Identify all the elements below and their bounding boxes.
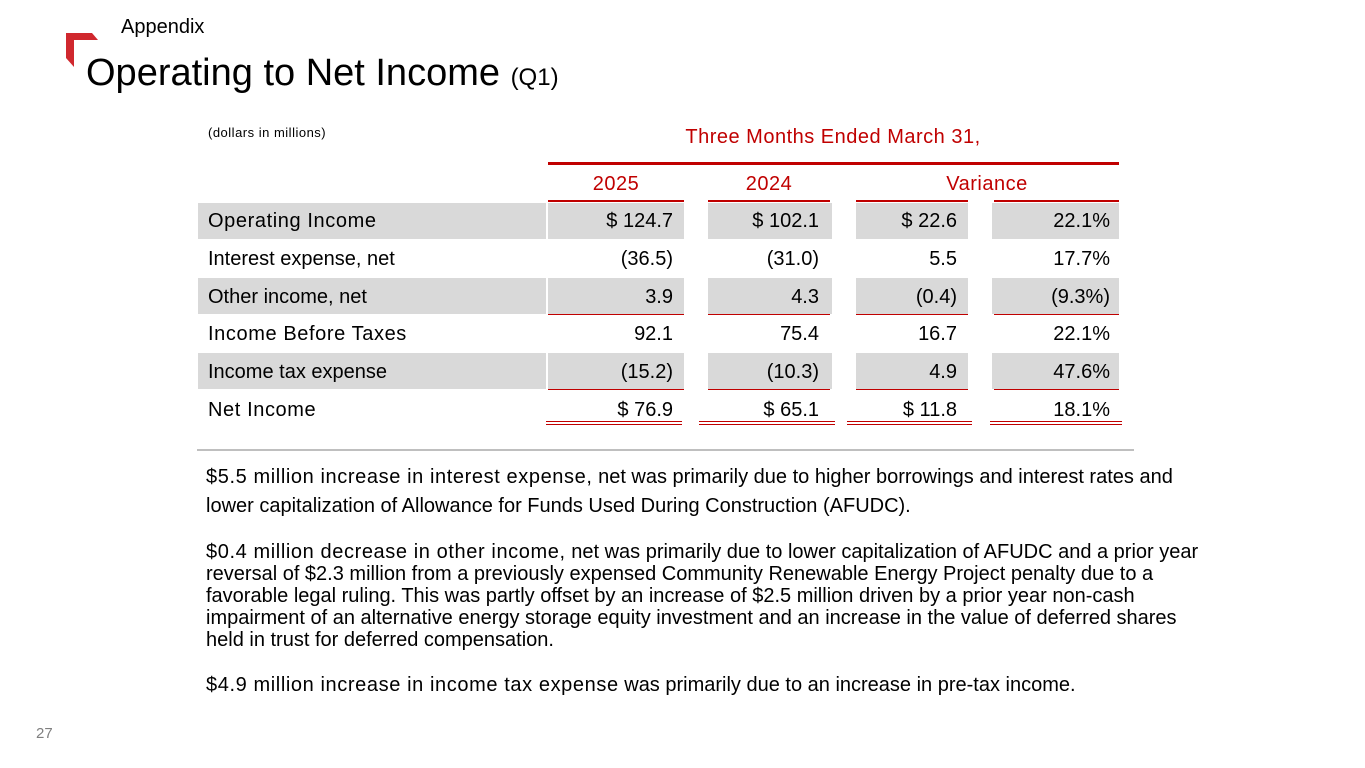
- column-gutter: [546, 278, 548, 314]
- note-lead: $0.4 million decrease in other income,: [206, 541, 566, 563]
- subtotal-rule: [994, 314, 1119, 315]
- column-gutter: [968, 203, 992, 239]
- row-label-income-before-taxes: Income Before Taxes: [208, 323, 407, 345]
- column-gutter: [546, 203, 548, 239]
- total-double-rule: [699, 421, 835, 422]
- cell-variance-amount: (0.4): [915, 286, 957, 308]
- column-header-2025: 2025: [592, 173, 640, 195]
- row-label-other-income: Other income, net: [208, 286, 367, 308]
- cell-variance-amount: 16.7: [918, 323, 957, 345]
- column-gutter: [684, 203, 708, 239]
- cell-variance-amount: $ 11.8: [902, 399, 957, 421]
- row-label-income-tax-expense: Income tax expense: [208, 361, 387, 383]
- subtotal-rule: [708, 389, 830, 390]
- subtotal-rule: [994, 389, 1119, 390]
- company-logo-icon: [66, 33, 98, 67]
- total-double-rule: [990, 421, 1122, 422]
- cell-2024: 75.4: [780, 323, 819, 345]
- subtotal-rule: [548, 314, 684, 315]
- column-header-rule: [994, 200, 1119, 202]
- cell-2024: (31.0): [766, 248, 819, 270]
- cell-variance-percent: 47.6%: [1053, 361, 1110, 383]
- column-gutter: [832, 353, 856, 389]
- row-label-net-income: Net Income: [208, 399, 317, 421]
- note-lead: $4.9 million increase in income tax expe…: [206, 674, 619, 696]
- period-header-rule: [548, 162, 1119, 165]
- column-gutter: [546, 353, 548, 389]
- row-band: [198, 353, 1119, 389]
- total-double-rule: [546, 424, 682, 425]
- note-text: was primarily due to an increase in pre-…: [618, 674, 1076, 696]
- cell-2024: $ 102.1: [752, 210, 819, 232]
- cell-variance-percent: 22.1%: [1053, 210, 1110, 232]
- column-gutter: [684, 353, 708, 389]
- subtotal-rule: [708, 314, 830, 315]
- note-interest-expense: $5.5 million increase in interest expens…: [206, 463, 1216, 521]
- column-gutter: [832, 203, 856, 239]
- column-gutter: [832, 278, 856, 314]
- cell-2024: $ 65.1: [763, 399, 819, 421]
- total-double-rule: [990, 424, 1122, 425]
- cell-variance-percent: 17.7%: [1053, 248, 1110, 270]
- page-title-suffix: (Q1): [510, 64, 559, 91]
- cell-variance-percent: 22.1%: [1053, 323, 1110, 345]
- column-gutter: [968, 278, 992, 314]
- cell-2025: $ 124.7: [606, 210, 673, 232]
- table-bottom-rule: [197, 449, 1134, 451]
- section-label: Appendix: [121, 16, 205, 38]
- row-band: [198, 278, 1119, 314]
- page-title: Operating to Net Income (Q1): [86, 52, 559, 95]
- cell-2024: 4.3: [791, 286, 819, 308]
- cell-variance-percent: 18.1%: [1053, 399, 1110, 421]
- column-header-rule: [708, 200, 830, 202]
- row-label-interest-expense: Interest expense, net: [208, 248, 395, 270]
- column-header-2024: 2024: [745, 173, 793, 195]
- column-header-rule: [548, 200, 684, 202]
- subtotal-rule: [856, 314, 968, 315]
- total-double-rule: [847, 421, 972, 422]
- period-header: Three Months Ended March 31,: [685, 126, 981, 148]
- cell-2024: (10.3): [766, 361, 819, 383]
- cell-variance-percent: (9.3%): [1051, 286, 1110, 308]
- note-income-tax: $4.9 million increase in income tax expe…: [206, 674, 1216, 696]
- cell-2025: 3.9: [645, 286, 673, 308]
- subtotal-rule: [548, 389, 684, 390]
- column-gutter: [684, 278, 708, 314]
- column-header-rule: [856, 200, 968, 202]
- column-header-variance: Variance: [946, 173, 1028, 195]
- units-note: (dollars in millions): [208, 125, 327, 140]
- page-title-main: Operating to Net Income: [86, 52, 500, 94]
- cell-2025: $ 76.9: [617, 399, 673, 421]
- cell-2025: 92.1: [634, 323, 673, 345]
- row-label-operating-income: Operating Income: [208, 210, 377, 232]
- total-double-rule: [699, 424, 835, 425]
- page-number: 27: [36, 725, 53, 742]
- cell-variance-amount: 4.9: [929, 361, 957, 383]
- cell-variance-amount: $ 22.6: [901, 210, 957, 232]
- total-double-rule: [546, 421, 682, 422]
- note-text: net was primarily due to lower capitaliz…: [206, 541, 1199, 651]
- cell-2025: (15.2): [620, 361, 673, 383]
- column-gutter: [968, 353, 992, 389]
- cell-variance-amount: 5.5: [929, 248, 957, 270]
- row-band: [198, 203, 1119, 239]
- cell-2025: (36.5): [620, 248, 673, 270]
- total-double-rule: [847, 424, 972, 425]
- note-lead: $5.5 million increase in interest expens…: [206, 466, 593, 488]
- note-other-income: $0.4 million decrease in other income, n…: [206, 541, 1216, 651]
- subtotal-rule: [856, 389, 968, 390]
- note-text: net was primarily due to higher borrowin…: [206, 466, 1173, 517]
